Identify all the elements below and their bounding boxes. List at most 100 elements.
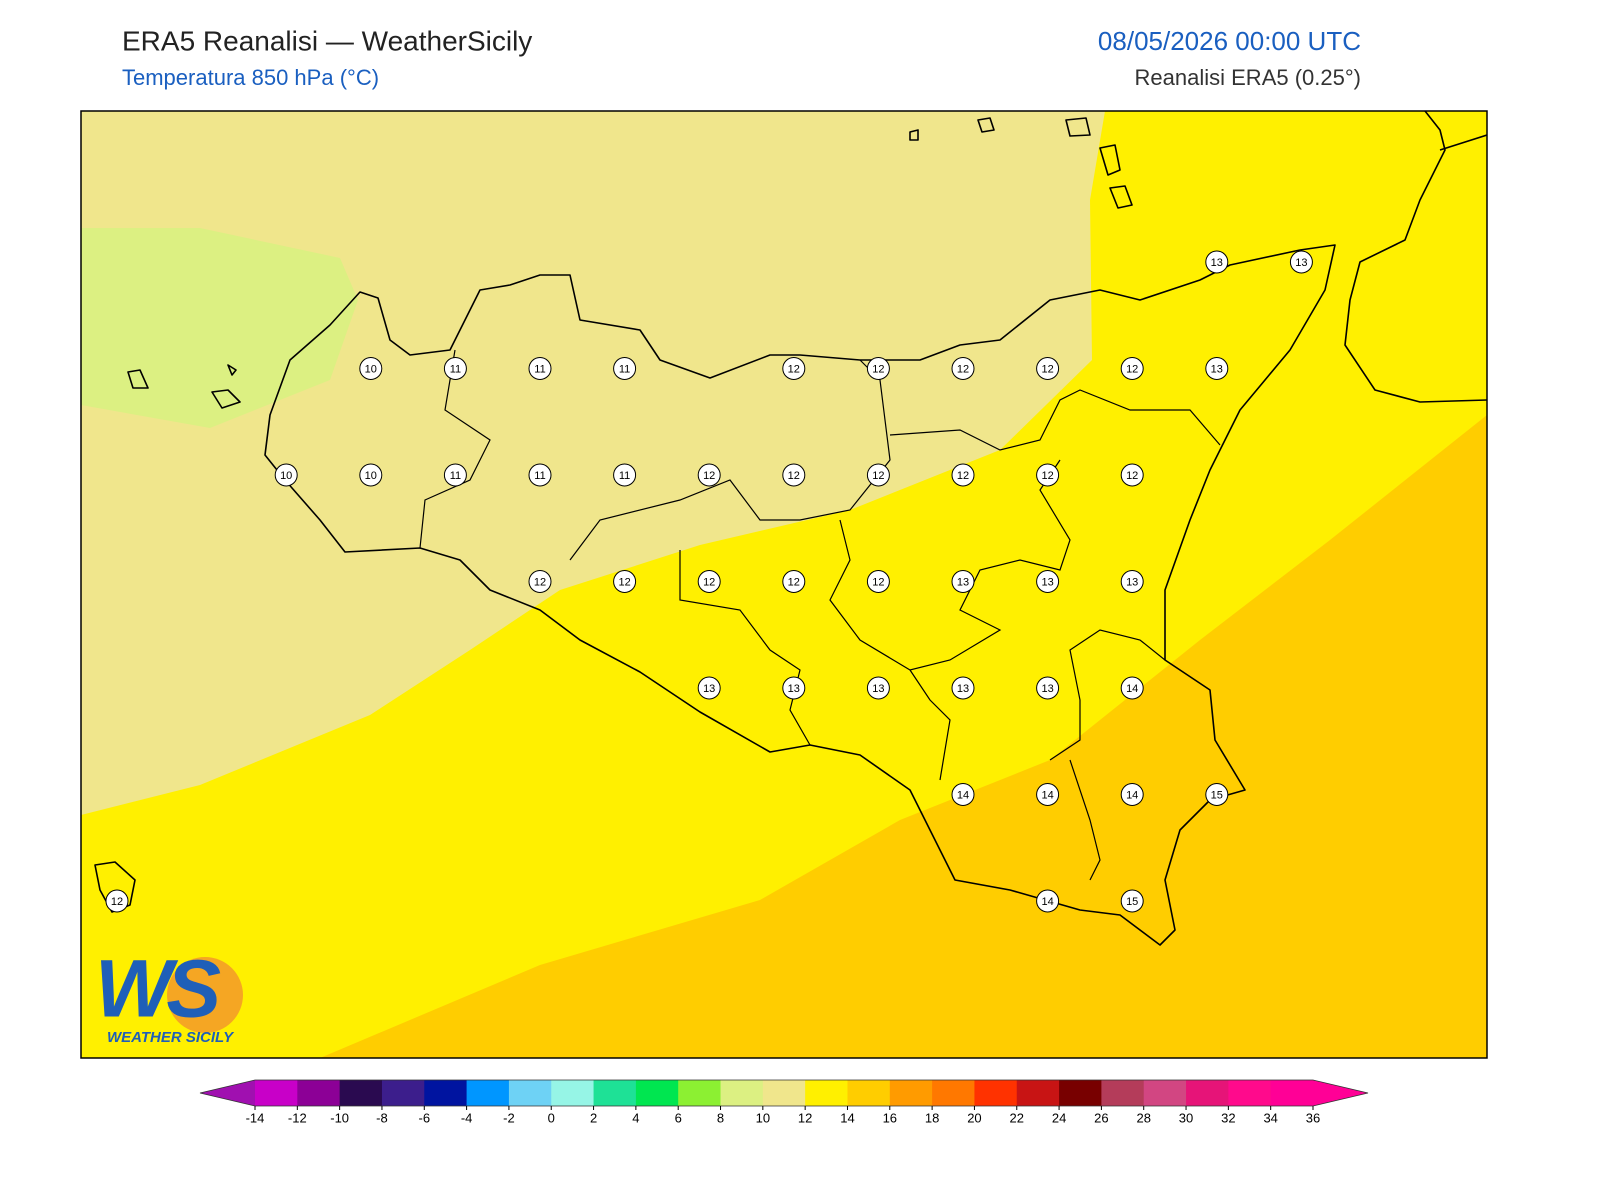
station-value: 13 — [1041, 576, 1053, 588]
station-marker — [1205, 357, 1229, 380]
colorbar-segment — [1016, 1080, 1060, 1106]
datetime: 08/05/2026 00:00 UTC — [1098, 26, 1361, 56]
station-marker — [1120, 889, 1144, 913]
station-value: 13 — [1041, 683, 1053, 695]
colorbar-tick-label: 10 — [756, 1110, 770, 1125]
colorbar-segment — [889, 1080, 933, 1106]
station-marker — [951, 357, 975, 380]
colorbar-segment — [1143, 1080, 1187, 1106]
colorbar-segment — [466, 1080, 510, 1106]
colorbar-tick-label: 30 — [1179, 1110, 1193, 1125]
colorbar-segment — [1101, 1080, 1145, 1106]
station-marker — [613, 570, 637, 593]
colorbar-tick-label: 2 — [590, 1110, 597, 1125]
map — [81, 111, 1487, 1058]
colorbar-tick-label: 36 — [1306, 1110, 1320, 1125]
colorbar-tick-label: 32 — [1221, 1110, 1235, 1125]
colorbar-tick-label: 8 — [717, 1110, 724, 1125]
colorbar-tick-label: 4 — [632, 1110, 639, 1125]
station-marker — [951, 463, 975, 487]
station-marker — [528, 463, 552, 487]
colorbar-tick-label: -6 — [418, 1110, 430, 1125]
station-value: 12 — [872, 576, 884, 588]
colorbar-segment — [762, 1080, 806, 1106]
station-marker — [443, 463, 467, 487]
map-frame — [80, 110, 1488, 1059]
colorbar-tick-label: 12 — [798, 1110, 812, 1125]
island — [127, 364, 241, 409]
station-marker — [1205, 783, 1229, 806]
colorbar-tick-label: -8 — [376, 1110, 388, 1125]
station-value: 13 — [957, 683, 969, 695]
station-marker — [274, 463, 298, 487]
colorbar-tick-label: 14 — [840, 1110, 854, 1125]
station-value: 13 — [957, 576, 969, 588]
colorbar-segment — [678, 1080, 722, 1106]
station-value: 11 — [450, 363, 461, 375]
colorbar-segment — [255, 1080, 298, 1106]
station-marker — [443, 357, 467, 380]
station-value: 14 — [1041, 789, 1053, 801]
station-marker — [697, 463, 721, 487]
station-marker — [951, 676, 975, 700]
station-value: 14 — [1126, 683, 1138, 695]
colorbar-segment — [381, 1080, 425, 1106]
station-value: 14 — [957, 789, 969, 801]
station-value: 10 — [365, 363, 377, 375]
station-value: 12 — [788, 470, 800, 482]
logo: WS WEATHER SICILY — [95, 944, 243, 1046]
station-value: 13 — [872, 683, 884, 695]
colorbar-segment — [932, 1080, 975, 1106]
title: ERA5 Reanalisi — WeatherSicily — [122, 25, 532, 56]
colorbar-tick-label: 6 — [675, 1110, 682, 1125]
station-marker — [866, 570, 890, 593]
station-value: 13 — [1211, 257, 1223, 269]
colorbar-over — [1313, 1080, 1368, 1106]
colorbar-tick-label: -10 — [330, 1110, 349, 1125]
station-value: 13 — [703, 683, 715, 695]
colorbar-segment — [339, 1080, 383, 1106]
colorbar-segment — [805, 1080, 848, 1106]
station-marker — [613, 357, 637, 380]
station-value: 15 — [1126, 896, 1138, 908]
station-marker — [866, 357, 890, 380]
colorbar-tick-label: 0 — [548, 1110, 555, 1125]
station-marker — [697, 676, 721, 700]
station-value: 12 — [788, 576, 800, 588]
colorbar-tick-label: 16 — [883, 1110, 897, 1125]
station-marker — [1120, 783, 1144, 806]
station-marker — [1120, 463, 1144, 487]
station-value: 11 — [450, 470, 461, 482]
subtitle: Temperatura 850 hPa (°C) — [122, 65, 379, 90]
station-marker — [613, 463, 637, 487]
station-value: 14 — [1041, 896, 1053, 908]
station-marker — [782, 357, 806, 380]
source: Reanalisi ERA5 (0.25°) — [1135, 65, 1361, 90]
station-marker — [782, 676, 806, 700]
station-value: 12 — [872, 363, 884, 375]
station-value: 12 — [111, 896, 123, 908]
station-value: 12 — [1126, 470, 1138, 482]
colorbar-tick-label: 28 — [1136, 1110, 1150, 1125]
station-values: 13 13 10 11 11 11 12 12 12 12 12 13 10 10 11 11 11 12 12 12… — [105, 250, 1313, 913]
station-value: 12 — [1126, 363, 1138, 375]
station-marker — [1036, 463, 1060, 487]
station-marker — [1289, 250, 1313, 274]
station-value: 12 — [1041, 363, 1053, 375]
station-value: 11 — [619, 363, 630, 375]
station-value: 12 — [957, 363, 969, 375]
station-marker — [528, 357, 552, 380]
station-marker — [1120, 676, 1144, 700]
station-value: 12 — [957, 470, 969, 482]
colorbar-tick-label: 22 — [1010, 1110, 1024, 1125]
station-marker — [697, 570, 721, 593]
station-value: 12 — [788, 363, 800, 375]
colorbar-segment — [1186, 1080, 1229, 1106]
colorbar-segment — [593, 1080, 637, 1106]
station-marker — [105, 889, 129, 913]
colorbar-tick-label: 20 — [967, 1110, 981, 1125]
colorbar-tick-label: -12 — [288, 1110, 307, 1125]
colorbar-tick-label: -4 — [461, 1110, 473, 1125]
station-value: 13 — [1126, 576, 1138, 588]
station-value: 12 — [618, 576, 630, 588]
